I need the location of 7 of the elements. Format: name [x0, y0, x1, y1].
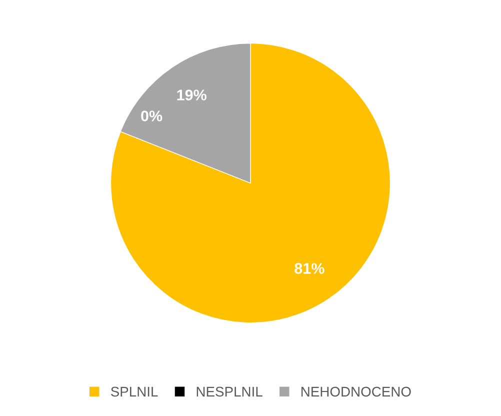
data-label: 19%: [177, 90, 206, 100]
legend-label: SPLNIL: [110, 386, 158, 397]
legend-label: NEHODNOCENO: [302, 386, 411, 397]
legend-label: NESPLNIL: [196, 386, 262, 397]
data-label: 81%: [294, 263, 324, 274]
pie-slice: [110, 42, 391, 324]
text: 0%: [141, 110, 162, 122]
